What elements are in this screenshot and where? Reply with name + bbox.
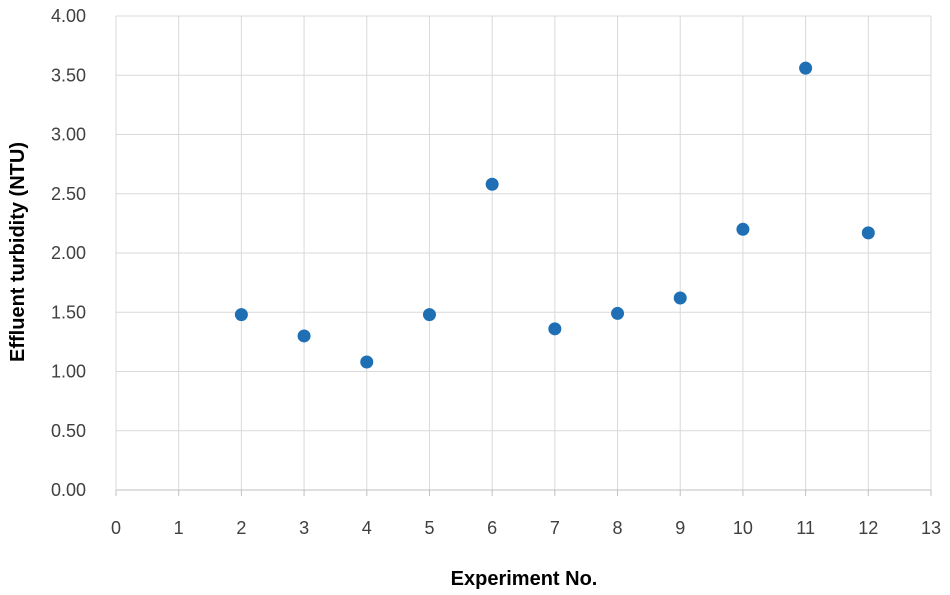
x-tick-label: 3 — [299, 518, 309, 538]
x-tick-label: 6 — [487, 518, 497, 538]
data-point — [297, 329, 311, 343]
x-tick-label: 9 — [675, 518, 685, 538]
x-tick-label: 1 — [174, 518, 184, 538]
y-tick-label: 2.00 — [51, 243, 86, 263]
axes — [115, 16, 932, 496]
x-tick-label: 12 — [858, 518, 878, 538]
data-points — [234, 61, 875, 369]
y-tick-label: 4.00 — [51, 6, 86, 26]
y-tick-label: 2.50 — [51, 184, 86, 204]
x-tick-label: 8 — [613, 518, 623, 538]
y-tick-label: 3.00 — [51, 125, 86, 145]
x-tick-labels: 0 1 2 3 4 5 6 7 8 9 10 11 12 13 — [111, 518, 941, 538]
x-tick-label: 7 — [550, 518, 560, 538]
data-point — [736, 222, 750, 236]
x-tick-label: 5 — [424, 518, 434, 538]
data-point — [548, 322, 562, 336]
data-point — [422, 308, 436, 322]
y-axis-title: Effluent turbidity (NTU) — [7, 142, 29, 362]
y-tick-label: 1.50 — [51, 302, 86, 322]
x-tick-label: 10 — [733, 518, 753, 538]
data-point — [360, 355, 374, 369]
x-tick-label: 13 — [921, 518, 941, 538]
data-point — [799, 61, 813, 75]
data-point — [861, 226, 875, 240]
y-tick-label: 0.00 — [51, 480, 86, 500]
y-tick-label: 3.50 — [51, 65, 86, 85]
data-point — [485, 177, 499, 191]
x-tick-label: 2 — [236, 518, 246, 538]
data-point — [234, 308, 248, 322]
x-tick-label: 0 — [111, 518, 121, 538]
data-point — [673, 291, 687, 305]
x-axis-title: Experiment No. — [451, 568, 598, 590]
x-tick-label: 11 — [796, 518, 815, 538]
y-tick-labels: 0.00 0.50 1.00 1.50 2.00 2.50 3.00 3.50 4.00 — [51, 6, 86, 500]
gridlines — [116, 15, 932, 490]
y-tick-label: 0.50 — [51, 421, 86, 441]
x-tick-label: 4 — [362, 518, 372, 538]
y-tick-label: 1.00 — [51, 362, 86, 382]
data-point — [611, 306, 625, 320]
